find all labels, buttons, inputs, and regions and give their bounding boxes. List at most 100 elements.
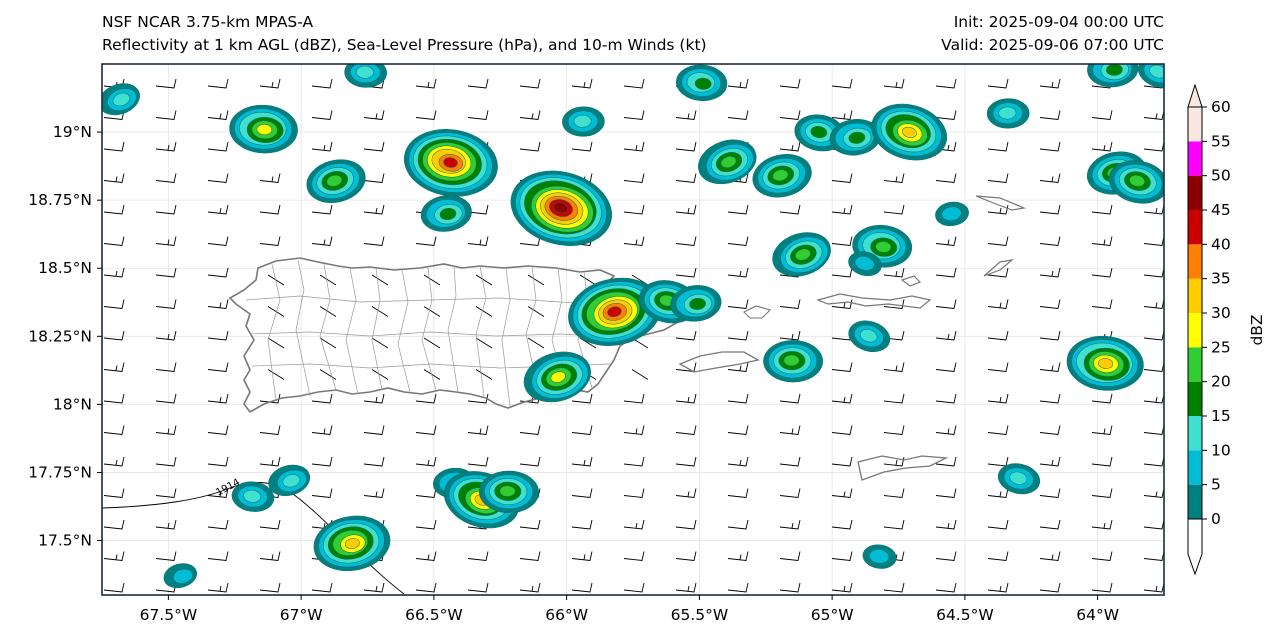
wind-barb [207,299,229,309]
wind-barb [259,519,281,530]
wind-barb [1091,299,1113,309]
wind-barb [467,393,489,404]
lon-tick-label: 64.5°W [936,606,994,624]
wind-barb [1091,519,1113,530]
storm-cell [871,103,947,161]
wind-barb [155,267,177,278]
wind-barb [935,393,957,404]
map-frame [101,63,1165,596]
colorbar-bin [1188,313,1202,348]
wind-barb [363,173,385,183]
init-time: Init: 2025-09-04 00:00 UTC [953,13,1164,31]
lat-tick-label: 18.75°N [28,191,92,209]
culebra-coastline [743,305,772,319]
wind-barb [155,456,177,467]
colorbar: 0 5 10 15 20 25 30 35 40 45 50 55 60 [1187,83,1231,576]
wind-barb [415,582,437,593]
wind-barb [1091,456,1113,467]
wind-barb [155,110,177,120]
wind-barb [155,488,177,498]
wind-barb [831,488,853,498]
wind-barb [727,78,749,89]
fields-title: Reflectivity at 1 km AGL (dBZ), Sea-Leve… [102,36,707,54]
wind-barb [727,425,749,435]
wind-barb [779,582,801,593]
wind-barb [467,456,489,467]
wind-barb [987,425,1009,435]
storm-cell [997,463,1041,495]
storm-cell [698,139,757,185]
storm-cell [772,232,831,277]
storm-cell [986,98,1030,129]
colorbar-tick-label: 15 [1211,407,1231,425]
wind-barb [675,551,697,561]
wind-barb [155,78,177,89]
wind-barb [987,582,1009,593]
wind-barb [1091,551,1113,561]
wind-barb [311,393,333,404]
wind-barb [935,267,957,278]
colorbar-bin [1188,450,1202,485]
storm-cell [420,195,472,232]
wind-barb [727,204,749,215]
wind-barb [467,236,489,246]
colorbar-bin [1188,278,1202,313]
wind-barb [519,110,541,120]
wind-barb [103,141,125,152]
wind-barb [935,236,957,246]
wind-barb [103,236,125,246]
wind-barb [623,236,645,246]
colorbar-tick-label: 0 [1211,510,1221,528]
wind-barb [987,299,1009,309]
wind-barb [935,551,957,561]
storm-cell [306,159,366,203]
wind-barb [155,362,177,372]
wind-barb [207,173,229,183]
wind-barb [1039,204,1061,215]
wind-barb [727,393,749,404]
lon-tick-label: 66°W [545,606,588,624]
colorbar-bin [1188,244,1202,279]
storm-cell [1087,64,1139,88]
wind-barb [623,488,645,498]
wind-barb [103,551,125,561]
wind-barb [207,519,229,530]
storm-cell [102,83,140,116]
wind-barb [727,456,749,467]
wind-barb [727,362,749,372]
colorbar-bin [1188,347,1202,382]
wind-barb [207,582,229,593]
wind-barb [883,519,905,530]
wind-barb [623,141,645,152]
wind-barb [623,456,645,467]
wind-barb [103,456,125,467]
lat-tick-label: 18.25°N [28,327,92,345]
wind-barb [571,425,593,435]
wind-barb [675,141,697,152]
storm-cell [935,201,969,227]
wind-barb [1039,141,1061,152]
wind-barb [371,306,389,317]
wind-barb [1091,488,1113,498]
wind-barb [935,582,957,593]
colorbar-tick-label: 40 [1211,235,1231,253]
wind-barb [935,299,957,309]
wind-barb [519,141,541,152]
wind-barb [727,551,749,561]
colorbar-bin [1188,107,1202,142]
wind-barb [259,456,281,467]
colorbar-tick-label: 10 [1211,441,1231,459]
wind-barb [623,173,645,183]
wind-barb [259,393,281,404]
colorbar-tick-label: 20 [1211,373,1231,391]
wind-barb [311,582,333,593]
colorbar-tick-label: 45 [1211,201,1231,219]
wind-barb [475,337,493,349]
wind-barb [831,267,853,278]
storm-cell [510,170,612,246]
wind-barb [831,173,853,183]
wind-barb [467,78,489,89]
wind-barb [467,551,489,561]
wind-barb [1039,330,1061,341]
wind-barb [675,330,697,341]
